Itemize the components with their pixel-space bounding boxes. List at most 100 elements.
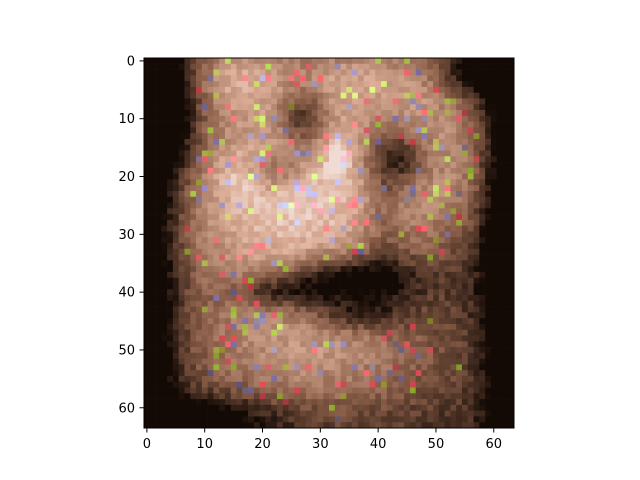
pixel-cell	[352, 144, 359, 151]
pixel-cell	[381, 202, 388, 209]
pixel-cell	[190, 75, 197, 82]
pixel-cell	[236, 121, 243, 128]
pixel-cell	[248, 144, 255, 151]
pixel-cell	[329, 335, 336, 342]
pixel-cell	[461, 393, 469, 400]
pixel-cell	[271, 329, 278, 336]
pixel-cell	[219, 318, 226, 325]
pixel-cell	[352, 306, 359, 313]
pixel-cell	[242, 422, 249, 429]
pixel-cell	[236, 144, 243, 151]
pixel-cell	[334, 422, 341, 429]
pixel-cell	[502, 75, 509, 82]
y-tick-label: 0	[127, 54, 135, 69]
pixel-cell	[271, 75, 278, 82]
pixel-cell	[184, 69, 191, 76]
pixel-cell	[357, 208, 365, 215]
pixel-cell	[357, 364, 365, 371]
pixel-cell	[201, 133, 208, 140]
pixel-cell	[178, 243, 185, 250]
pixel-cell	[415, 162, 422, 169]
pixel-cell	[323, 190, 330, 198]
pixel-cell	[149, 127, 156, 134]
pixel-cell	[363, 387, 370, 394]
pixel-cell	[242, 352, 249, 359]
pixel-cell	[363, 63, 370, 70]
pixel-cell	[438, 422, 445, 429]
pixel-cell	[149, 295, 156, 302]
pixel-cell	[317, 156, 324, 163]
pixel-cell	[155, 167, 162, 174]
pixel-cell	[253, 104, 260, 111]
pixel-cell	[242, 243, 249, 250]
pixel-cell	[213, 208, 220, 215]
pixel-cell	[294, 243, 301, 250]
pixel-cell	[444, 179, 451, 186]
pixel-cell	[207, 358, 214, 365]
pixel-cell	[201, 329, 208, 336]
pixel-cell	[386, 295, 393, 302]
pixel-cell	[271, 358, 278, 365]
pixel-cell	[473, 167, 480, 174]
pixel-cell	[444, 347, 451, 354]
pixel-cell	[282, 58, 289, 65]
pixel-cell	[421, 104, 428, 111]
pixel-cell	[242, 237, 249, 244]
pixel-cell	[230, 81, 237, 88]
pixel-cell	[450, 399, 457, 406]
pixel-cell	[438, 144, 445, 151]
pixel-cell	[276, 410, 284, 417]
pixel-cell	[421, 283, 428, 290]
pixel-cell	[450, 81, 457, 88]
pixel-cell	[300, 300, 307, 307]
pixel-cell	[230, 323, 237, 331]
pixel-cell	[242, 138, 249, 146]
pixel-cell	[207, 266, 214, 273]
pixel-cell	[253, 133, 260, 140]
pixel-cell	[259, 306, 266, 313]
pixel-cell	[161, 127, 168, 134]
pixel-cell	[479, 58, 486, 65]
pixel-cell	[496, 144, 503, 151]
pixel-cell	[363, 277, 370, 284]
pixel-cell	[485, 387, 492, 394]
pixel-cell	[508, 58, 515, 65]
pixel-cell	[265, 283, 272, 290]
pixel-cell	[502, 289, 509, 296]
pixel-cell	[467, 329, 474, 336]
pixel-cell	[421, 115, 428, 122]
pixel-cell	[155, 179, 162, 186]
pixel-cell	[230, 364, 237, 371]
pixel-cell	[473, 404, 480, 412]
pixel-cell	[207, 133, 214, 140]
pixel-cell	[473, 92, 480, 99]
pixel-cell	[253, 208, 260, 215]
pixel-cell	[404, 138, 411, 146]
pixel-cell	[404, 312, 411, 319]
pixel-cell	[334, 231, 341, 238]
pixel-cell	[363, 329, 370, 336]
pixel-cell	[311, 202, 318, 209]
pixel-cell	[149, 156, 156, 163]
pixel-cell	[288, 214, 295, 221]
pixel-cell	[294, 110, 301, 117]
pixel-cell	[427, 98, 434, 105]
pixel-cell	[259, 121, 266, 128]
pixel-cell	[311, 364, 318, 371]
pixel-cell	[300, 347, 307, 354]
pixel-cell	[433, 58, 440, 65]
pixel-cell	[485, 167, 492, 174]
pixel-cell	[311, 231, 318, 238]
pixel-cell	[479, 277, 486, 284]
pixel-cell	[404, 162, 411, 169]
pixel-cell	[259, 58, 266, 65]
pixel-cell	[485, 237, 492, 244]
pixel-cell	[398, 352, 405, 359]
pixel-cell	[248, 214, 255, 221]
pixel-cell	[190, 104, 197, 111]
pixel-cell	[346, 375, 353, 383]
pixel-cell	[271, 266, 278, 273]
pixel-cell	[340, 422, 347, 429]
pixel-cell	[190, 225, 197, 232]
pixel-cell	[305, 156, 313, 163]
